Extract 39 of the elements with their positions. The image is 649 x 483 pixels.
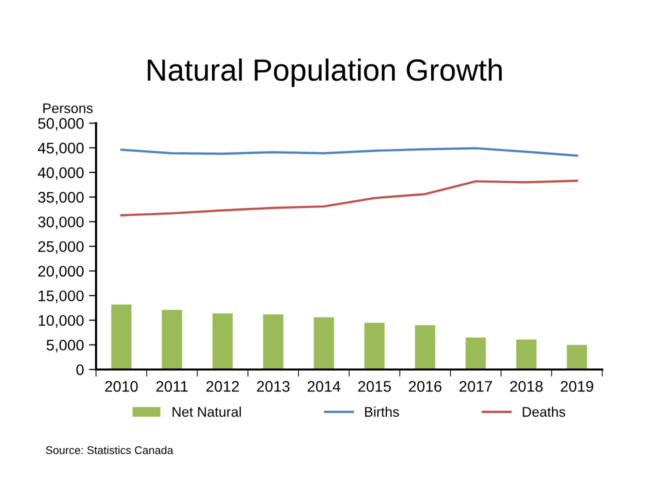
- source-note: Source: Statistics Canada: [46, 446, 174, 454]
- x-tick-label: 2019: [560, 381, 594, 392]
- y-tick-label: 40,000: [38, 167, 84, 180]
- x-tick-label: 2014: [308, 381, 340, 392]
- y-tick-label: 25,000: [38, 241, 84, 254]
- x-tick-label: 2012: [206, 381, 239, 392]
- bar: [516, 339, 536, 370]
- legend-label: Deaths: [522, 406, 566, 417]
- x-tick-label: 2016: [408, 381, 442, 392]
- bar: [364, 322, 385, 370]
- line-series: [120, 147, 578, 157]
- y-tick-label: 0: [76, 364, 84, 376]
- bar: [212, 313, 233, 370]
- x-tick-label: 2015: [358, 381, 391, 392]
- x-tick-label: 2011: [156, 381, 188, 392]
- bar: [466, 337, 486, 370]
- bar: [111, 304, 132, 370]
- x-tick-label: 2017: [459, 381, 492, 392]
- line-series: [120, 180, 578, 216]
- bar: [162, 310, 182, 370]
- y-axis-title: Persons: [43, 103, 93, 114]
- bar: [414, 325, 436, 370]
- legend-label: Net Natural: [172, 406, 241, 417]
- x-tick-label: 2010: [105, 381, 138, 392]
- y-tick-label: 5,000: [46, 340, 84, 352]
- y-tick-label: 20,000: [38, 266, 84, 278]
- y-tick-label: 50,000: [38, 118, 84, 131]
- bar: [314, 317, 334, 370]
- legend-label: Births: [365, 406, 399, 417]
- chart-title: Natural Population Growth: [148, 58, 502, 87]
- y-tick-label: 35,000: [38, 192, 84, 205]
- bar: [263, 314, 284, 370]
- y-tick-label: 45,000: [38, 142, 84, 156]
- x-tick-label: 2013: [257, 381, 290, 392]
- y-tick-label: 15,000: [38, 290, 84, 304]
- x-tick-label: 2018: [510, 381, 543, 392]
- y-tick-label: 10,000: [38, 315, 84, 328]
- bar: [566, 344, 588, 370]
- y-tick-label: 30,000: [38, 216, 84, 230]
